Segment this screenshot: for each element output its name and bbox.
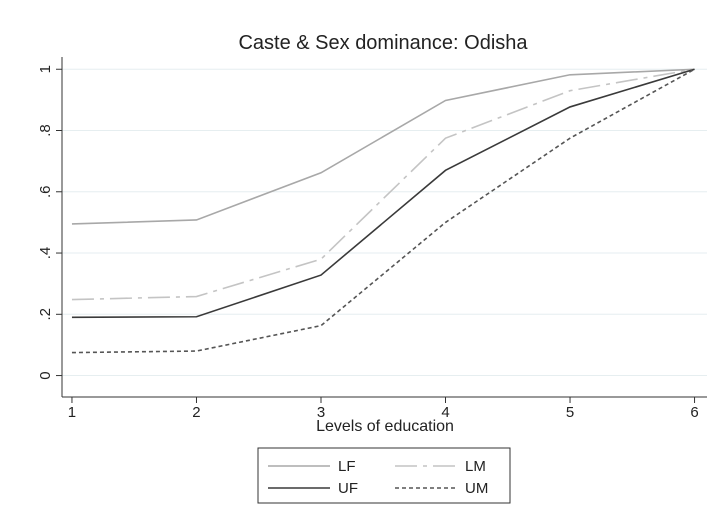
legend-label: UM (465, 480, 488, 497)
x-tick-label: 1 (68, 404, 76, 421)
series-line (71, 68, 695, 319)
legend-label: UF (338, 480, 358, 497)
y-tick-label: .6 (37, 186, 54, 199)
y-tick-label: 0 (37, 371, 54, 379)
x-tick-label: 4 (441, 404, 449, 421)
x-tick-label: 2 (192, 404, 200, 421)
series-line (71, 68, 695, 225)
y-tick-label: .2 (37, 308, 54, 321)
series-line (71, 68, 695, 301)
y-tick-label: .8 (37, 124, 54, 137)
legend-label: LF (338, 458, 356, 475)
legend-label: LM (465, 458, 486, 475)
legend (257, 447, 511, 504)
series-line (71, 68, 695, 354)
y-tick-label: .4 (37, 247, 54, 260)
chart-title: Caste & Sex dominance: Odisha (238, 32, 528, 54)
x-tick-label: 6 (690, 404, 698, 421)
x-axis-label: Levels of education (316, 418, 454, 435)
x-tick-label: 3 (317, 404, 325, 421)
x-tick-label: 5 (566, 404, 574, 421)
y-tick-label: 1 (37, 65, 54, 73)
